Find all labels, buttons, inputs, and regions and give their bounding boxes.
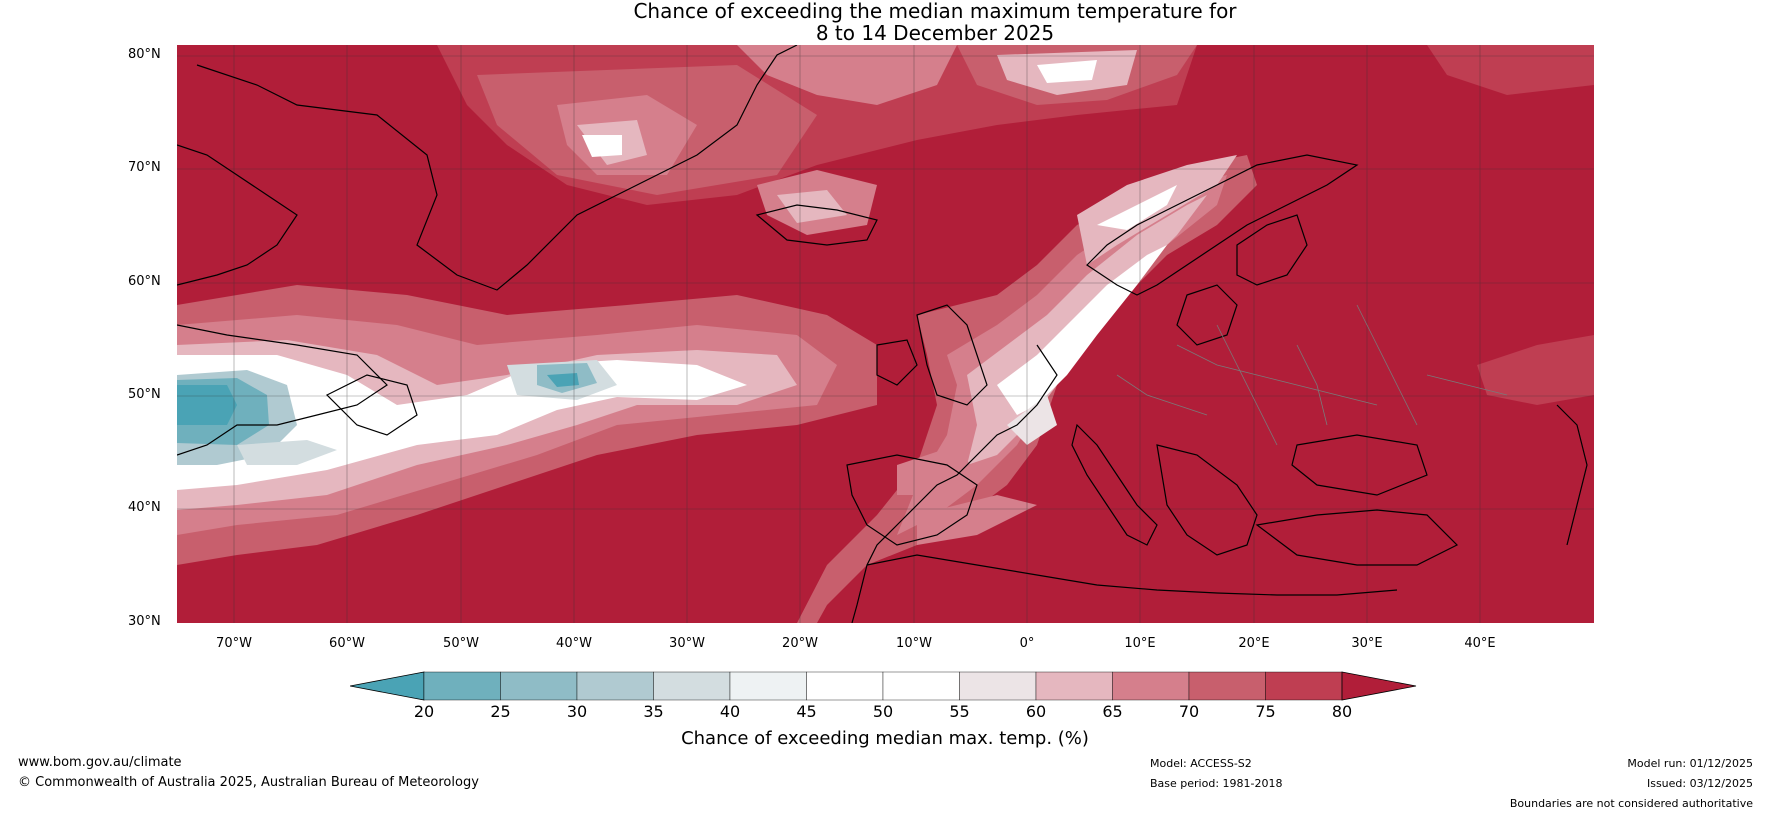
lat-label-70n: 70°N [128, 160, 161, 175]
colorbar-bin [1112, 671, 1190, 701]
lon-label-30e: 30°E [1351, 636, 1383, 651]
colorbar-tick-label: 20 [413, 702, 435, 721]
colorbar-tick-label: 75 [1255, 702, 1276, 721]
lon-label-20w: 20°W [782, 636, 818, 651]
lat-label-50n: 50°N [128, 387, 161, 402]
lon-label-0: 0° [1019, 636, 1035, 651]
map-canvas [177, 45, 1594, 623]
colorbar-label: Chance of exceeding median max. temp. (%… [681, 728, 1089, 749]
colorbar-tick-label: 25 [490, 702, 511, 721]
colorbar [350, 671, 1417, 701]
lon-label-50w: 50°W [443, 636, 479, 651]
lon-label-40e: 40°E [1464, 636, 1496, 651]
colorbar-bin [1188, 671, 1266, 701]
colorbar-bin [959, 671, 1037, 701]
footer-url: www.bom.gov.au/climate [18, 755, 182, 770]
footer-base-period: Base period: 1981-2018 [1150, 777, 1283, 790]
lat-label-40n: 40°N [128, 500, 161, 515]
lon-label-70w: 70°W [216, 636, 252, 651]
colorbar-tick-label: 35 [643, 702, 664, 721]
colorbar-tick-label: 50 [872, 702, 894, 721]
lon-label-40w: 40°W [556, 636, 592, 651]
chart-title-line-2: 8 to 14 December 2025 [815, 21, 1055, 45]
country-borders [1116, 304, 1508, 446]
colorbar-tick-label: 60 [1025, 702, 1047, 721]
footer-copyright: © Commonwealth of Australia 2025, Austra… [18, 775, 479, 790]
colorbar-bin [1035, 671, 1113, 701]
colorbar-tick-label: 40 [719, 702, 741, 721]
colorbar-tick-label: 55 [949, 702, 970, 721]
colorbar-tick-label: 80 [1331, 702, 1353, 721]
colorbar-tick-label: 70 [1178, 702, 1200, 721]
footer-model-run: Model run: 01/12/2025 [1627, 757, 1753, 770]
probability-map [177, 45, 1594, 623]
colorbar-tick-label: 45 [796, 702, 817, 721]
coastlines [177, 45, 1588, 623]
graticule [177, 45, 1594, 623]
colorbar-tick-label: 30 [566, 702, 588, 721]
lon-label-10w: 10°W [896, 636, 932, 651]
colorbar-bin [423, 671, 501, 701]
colorbar-over-arrow [1341, 671, 1417, 701]
lon-label-60w: 60°W [329, 636, 365, 651]
lat-label-60n: 60°N [128, 274, 161, 289]
lon-label-30w: 30°W [669, 636, 705, 651]
colorbar-bin [882, 671, 960, 701]
colorbar-bin [576, 671, 654, 701]
colorbar-bin [729, 671, 807, 701]
footer-model: Model: ACCESS-S2 [1150, 757, 1252, 770]
colorbar-bin [653, 671, 731, 701]
lat-label-80n: 80°N [128, 47, 161, 62]
colorbar-under-arrow [350, 671, 425, 701]
footer-issued: Issued: 03/12/2025 [1646, 777, 1753, 790]
colorbar-bin [1265, 671, 1343, 701]
colorbar-bin [500, 671, 578, 701]
colorbar-tick-label: 65 [1102, 702, 1123, 721]
prob-regions [177, 45, 1594, 623]
lon-label-10e: 10°E [1124, 636, 1156, 651]
lat-label-30n: 30°N [128, 614, 161, 629]
lon-label-20e: 20°E [1238, 636, 1270, 651]
footer-disclaimer: Boundaries are not considered authoritat… [1509, 797, 1753, 810]
colorbar-bin [806, 671, 884, 701]
chart-title-line-1: Chance of exceeding the median maximum t… [633, 0, 1237, 23]
